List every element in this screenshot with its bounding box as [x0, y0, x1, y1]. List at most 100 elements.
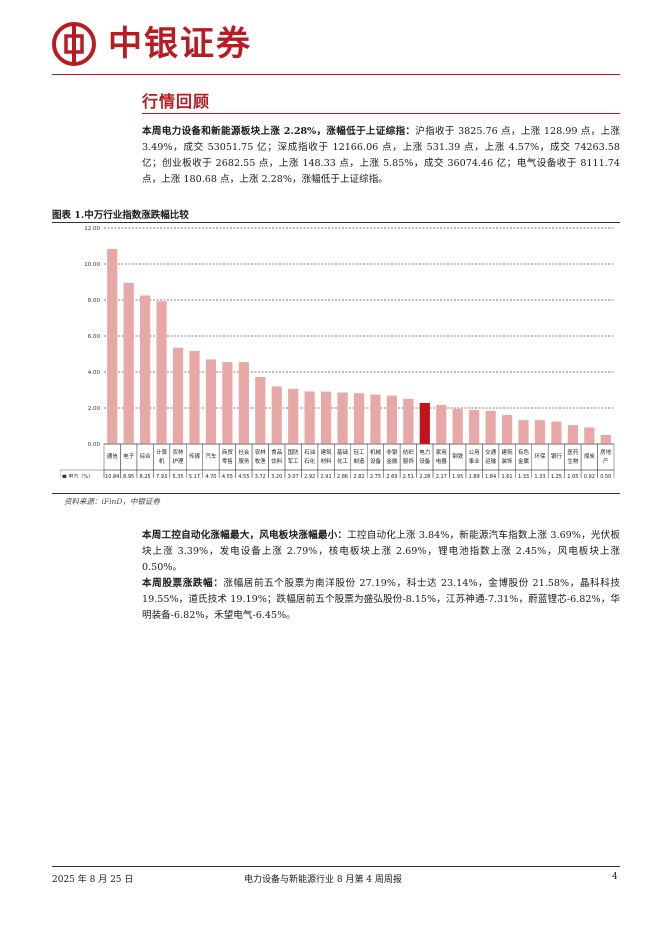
table-cell	[597, 443, 615, 471]
sector-lead: 本周工控自动化涨幅最大，风电板块涨幅最小：	[142, 530, 348, 541]
category-label: 牧渔	[255, 457, 267, 465]
table-cell	[284, 443, 302, 471]
table-cell	[597, 469, 615, 478]
header-rule	[52, 74, 620, 75]
category-label: 非银	[386, 448, 398, 456]
category-label: 金融	[386, 457, 398, 465]
data-label: 4.55	[238, 474, 249, 478]
sector-text: 工控自动化上涨 3.84%，新能源汽车指数上涨 3.69%，光伏板块上涨 3.3…	[142, 530, 620, 573]
bar	[436, 404, 447, 444]
category-label: 银行	[551, 452, 563, 460]
bar	[403, 398, 414, 444]
category-label: 公用	[469, 449, 480, 456]
category-label: 金属	[518, 457, 529, 465]
data-label: 2.51	[403, 474, 414, 478]
table-cell	[399, 443, 417, 471]
bar	[320, 391, 332, 444]
data-label: 1.89	[469, 474, 480, 478]
table-cell	[218, 443, 236, 471]
bar	[304, 391, 315, 444]
category-label: 社会	[238, 448, 250, 456]
data-label: 2.82	[353, 474, 364, 478]
data-label: 10.84	[105, 474, 119, 478]
category-label: 材料	[321, 457, 333, 465]
bar	[584, 427, 595, 444]
bar	[370, 394, 381, 444]
figure-source: 资料来源：iFinD，中银证券	[64, 497, 160, 506]
category-label: 家用	[436, 448, 447, 456]
category-label: 生物	[567, 457, 579, 465]
category-label: 综合	[140, 452, 152, 460]
bar	[271, 386, 282, 444]
data-label: 7.93	[156, 474, 167, 478]
figure-title: 图表 1.中万行业指数涨跌幅比较	[52, 210, 189, 221]
market-summary-lead: 本周电力设备和新能源板块上涨 2.28%，涨幅低于上证综指：	[142, 126, 416, 137]
figure-top-rule	[52, 222, 620, 223]
stocks-text: 涨幅居前五个股票为南洋股份 27.19%，科士达 23.14%，金博股份 21.…	[142, 578, 621, 621]
category-label: 设备	[419, 457, 431, 465]
category-label: 石油	[304, 448, 316, 456]
bar	[419, 402, 430, 444]
category-label: 商贸	[222, 448, 234, 456]
table-cell	[350, 443, 368, 471]
y-tick-label: 8.00	[88, 298, 101, 304]
bar	[337, 392, 348, 444]
table-cell	[235, 443, 253, 471]
bar	[107, 248, 118, 444]
category-label: 事业	[469, 457, 481, 465]
stocks-paragraph: 本周股票涨跌幅：涨幅居前五个股票为南洋股份 27.19%，科士达 23.14%，…	[142, 576, 620, 624]
bar	[172, 347, 184, 444]
sector-paragraph: 本周工控自动化涨幅最大，风电板块涨幅最小：工控自动化上涨 3.84%，新能源汽车…	[142, 528, 620, 576]
bar	[452, 408, 463, 444]
category-label: 机械	[370, 448, 382, 456]
category-label: 钢铁	[452, 452, 464, 460]
category-label: 建筑	[321, 448, 333, 456]
data-label: 4.70	[205, 474, 216, 478]
table-cell	[432, 443, 450, 471]
category-label: 环保	[534, 452, 546, 460]
category-label: 机	[159, 457, 165, 465]
data-label: 1.05	[567, 474, 578, 478]
category-label: 电器	[436, 457, 448, 465]
category-label: 运输	[485, 457, 497, 465]
data-label: 2.17	[436, 474, 447, 478]
bar	[600, 435, 611, 444]
footer-title: 电力设备与新能源行业 8 月第 4 周周报	[244, 875, 402, 885]
category-label: 房地	[600, 448, 612, 456]
category-label: 基础	[337, 448, 349, 456]
category-label: 计算	[156, 448, 168, 456]
table-cell	[416, 443, 434, 471]
bar	[386, 395, 398, 444]
table-cell	[301, 443, 319, 471]
category-label: 建筑	[502, 448, 514, 456]
y-tick-label: 2.00	[88, 406, 101, 412]
category-label: 农林	[255, 448, 267, 456]
figure-bottom-rule	[52, 493, 620, 494]
footer-rule	[52, 866, 620, 867]
table-cell	[383, 443, 401, 471]
data-label: 2.91	[321, 474, 332, 478]
bar	[238, 362, 249, 444]
category-label: 食品	[271, 448, 283, 456]
data-label: 1.33	[534, 474, 545, 478]
bar	[551, 421, 562, 444]
category-label: 煤炭	[584, 452, 596, 460]
bar	[255, 377, 266, 444]
bar	[501, 415, 513, 444]
category-label: 服务	[238, 457, 250, 465]
category-label: 服饰	[403, 457, 415, 465]
bar	[469, 409, 480, 444]
y-tick-label: 0.00	[88, 442, 101, 448]
category-label: 电力	[419, 448, 430, 456]
brand-name: 中银证券	[108, 24, 252, 64]
table-cell	[169, 443, 187, 471]
bar	[353, 393, 365, 444]
data-label: 8.95	[123, 474, 134, 478]
category-label: 化工	[337, 457, 349, 465]
data-label: 4.55	[222, 474, 233, 478]
category-label: 电子	[123, 452, 135, 460]
bar	[189, 350, 200, 444]
data-label: 1.61	[501, 474, 512, 478]
data-label: 1.25	[551, 474, 562, 478]
category-label: 农林	[173, 448, 185, 456]
